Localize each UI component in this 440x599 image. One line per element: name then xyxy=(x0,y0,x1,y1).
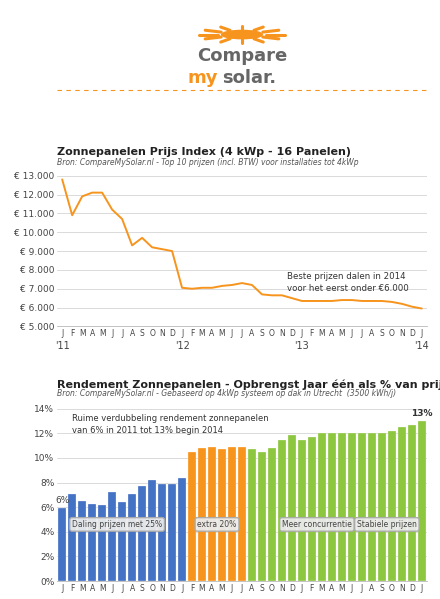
Bar xyxy=(228,447,236,581)
Text: '14: '14 xyxy=(414,341,429,352)
Bar xyxy=(98,505,106,581)
Text: Zonnepanelen Prijs Index (4 kWp - 16 Panelen): Zonnepanelen Prijs Index (4 kWp - 16 Pan… xyxy=(57,147,351,157)
Bar xyxy=(158,484,166,581)
Bar xyxy=(198,448,206,581)
Bar xyxy=(208,447,216,581)
Text: 6%: 6% xyxy=(55,497,70,506)
Text: Beste prijzen dalen in 2014
voor het eerst onder €6.000: Beste prijzen dalen in 2014 voor het eer… xyxy=(287,272,409,292)
Text: Meer concurrentie: Meer concurrentie xyxy=(282,520,352,529)
Text: extra 20%: extra 20% xyxy=(198,520,237,529)
Text: 13%: 13% xyxy=(411,409,433,418)
Bar xyxy=(398,427,406,581)
Bar xyxy=(418,421,426,581)
Text: '12: '12 xyxy=(175,341,190,352)
Text: Bron: CompareMySolar.nl - Top 10 prijzen (incl. BTW) voor installaties tot 4kWp: Bron: CompareMySolar.nl - Top 10 prijzen… xyxy=(57,158,359,167)
Text: Daling prijzen met 25%: Daling prijzen met 25% xyxy=(72,520,162,529)
Bar xyxy=(358,433,366,581)
Bar xyxy=(318,433,326,581)
Text: '13: '13 xyxy=(294,341,309,352)
Bar xyxy=(338,433,346,581)
Bar xyxy=(288,435,296,581)
Circle shape xyxy=(222,31,262,39)
Text: Ruime verdubbeling rendement zonnepanelen
van 6% in 2011 tot 13% begin 2014: Ruime verdubbeling rendement zonnepanele… xyxy=(72,415,269,435)
Bar xyxy=(148,480,156,581)
Bar xyxy=(218,449,226,581)
Bar xyxy=(308,437,316,581)
Bar xyxy=(368,433,376,581)
Bar xyxy=(238,447,246,581)
Bar xyxy=(88,504,96,581)
Bar xyxy=(248,449,256,581)
Text: '11: '11 xyxy=(55,341,70,352)
Text: Stabiele prijzen: Stabiele prijzen xyxy=(357,520,417,529)
Bar xyxy=(328,433,336,581)
Bar xyxy=(408,425,416,581)
Bar xyxy=(78,501,86,581)
Bar xyxy=(178,477,186,581)
Bar xyxy=(268,448,276,581)
Bar xyxy=(258,452,266,581)
Text: Rendement Zonnepanelen - Opbrengst Jaar één als % van prijs: Rendement Zonnepanelen - Opbrengst Jaar … xyxy=(57,379,440,390)
Bar xyxy=(388,431,396,581)
Bar xyxy=(168,484,176,581)
Bar xyxy=(348,433,356,581)
Bar xyxy=(278,440,286,581)
Text: solar.: solar. xyxy=(222,69,276,87)
Bar xyxy=(138,486,146,581)
Bar xyxy=(378,433,386,581)
Bar xyxy=(58,509,66,581)
Bar xyxy=(298,440,306,581)
Text: my: my xyxy=(187,69,218,87)
Text: Compare: Compare xyxy=(197,47,287,65)
Bar xyxy=(108,492,116,581)
Bar xyxy=(68,494,76,581)
Bar xyxy=(128,494,136,581)
Bar xyxy=(118,503,126,581)
Bar xyxy=(188,452,196,581)
Text: Bron: CompareMySolar.nl - Gebaseerd op 4kWp systeem op dak in Utrecht  (3500 kWh: Bron: CompareMySolar.nl - Gebaseerd op 4… xyxy=(57,389,396,398)
